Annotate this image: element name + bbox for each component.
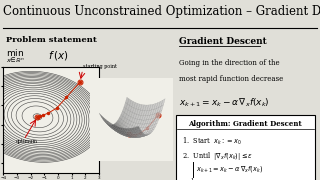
Text: $x_{k+1} = x_k - \alpha\,\nabla_x f(x_k)$: $x_{k+1} = x_k - \alpha\,\nabla_x f(x_k)…: [179, 97, 269, 109]
Text: Problem statement: Problem statement: [6, 36, 97, 44]
Text: Going in the direction of the: Going in the direction of the: [179, 59, 279, 67]
Text: most rapid function decrease: most rapid function decrease: [179, 75, 283, 82]
Text: starting point: starting point: [84, 64, 117, 69]
Text: end: end: [182, 178, 194, 180]
Text: Gradient Descent: Gradient Descent: [179, 37, 267, 46]
Text: optimum: optimum: [16, 139, 37, 144]
Text: $\min_{x\in\mathbb{R}^n}$: $\min_{x\in\mathbb{R}^n}$: [6, 47, 25, 65]
Text: Algorithm: Gradient Descent: Algorithm: Gradient Descent: [188, 120, 302, 128]
Text: Continuous Unconstrained Optimization – Gradient Descent: Continuous Unconstrained Optimization – …: [3, 5, 320, 18]
FancyBboxPatch shape: [176, 115, 316, 180]
Text: 1.  Start  $x_k := x_0$: 1. Start $x_k := x_0$: [182, 136, 242, 147]
Text: $x_{k+1} = x_k - \alpha\,\nabla_x f(x_k)$: $x_{k+1} = x_k - \alpha\,\nabla_x f(x_k)…: [196, 164, 263, 174]
Text: $f\,(x)$: $f\,(x)$: [48, 49, 68, 62]
Text: 2.  Until  $|\nabla_x f(x_k)| \leq \varepsilon$: 2. Until $|\nabla_x f(x_k)| \leq \vareps…: [182, 150, 253, 162]
